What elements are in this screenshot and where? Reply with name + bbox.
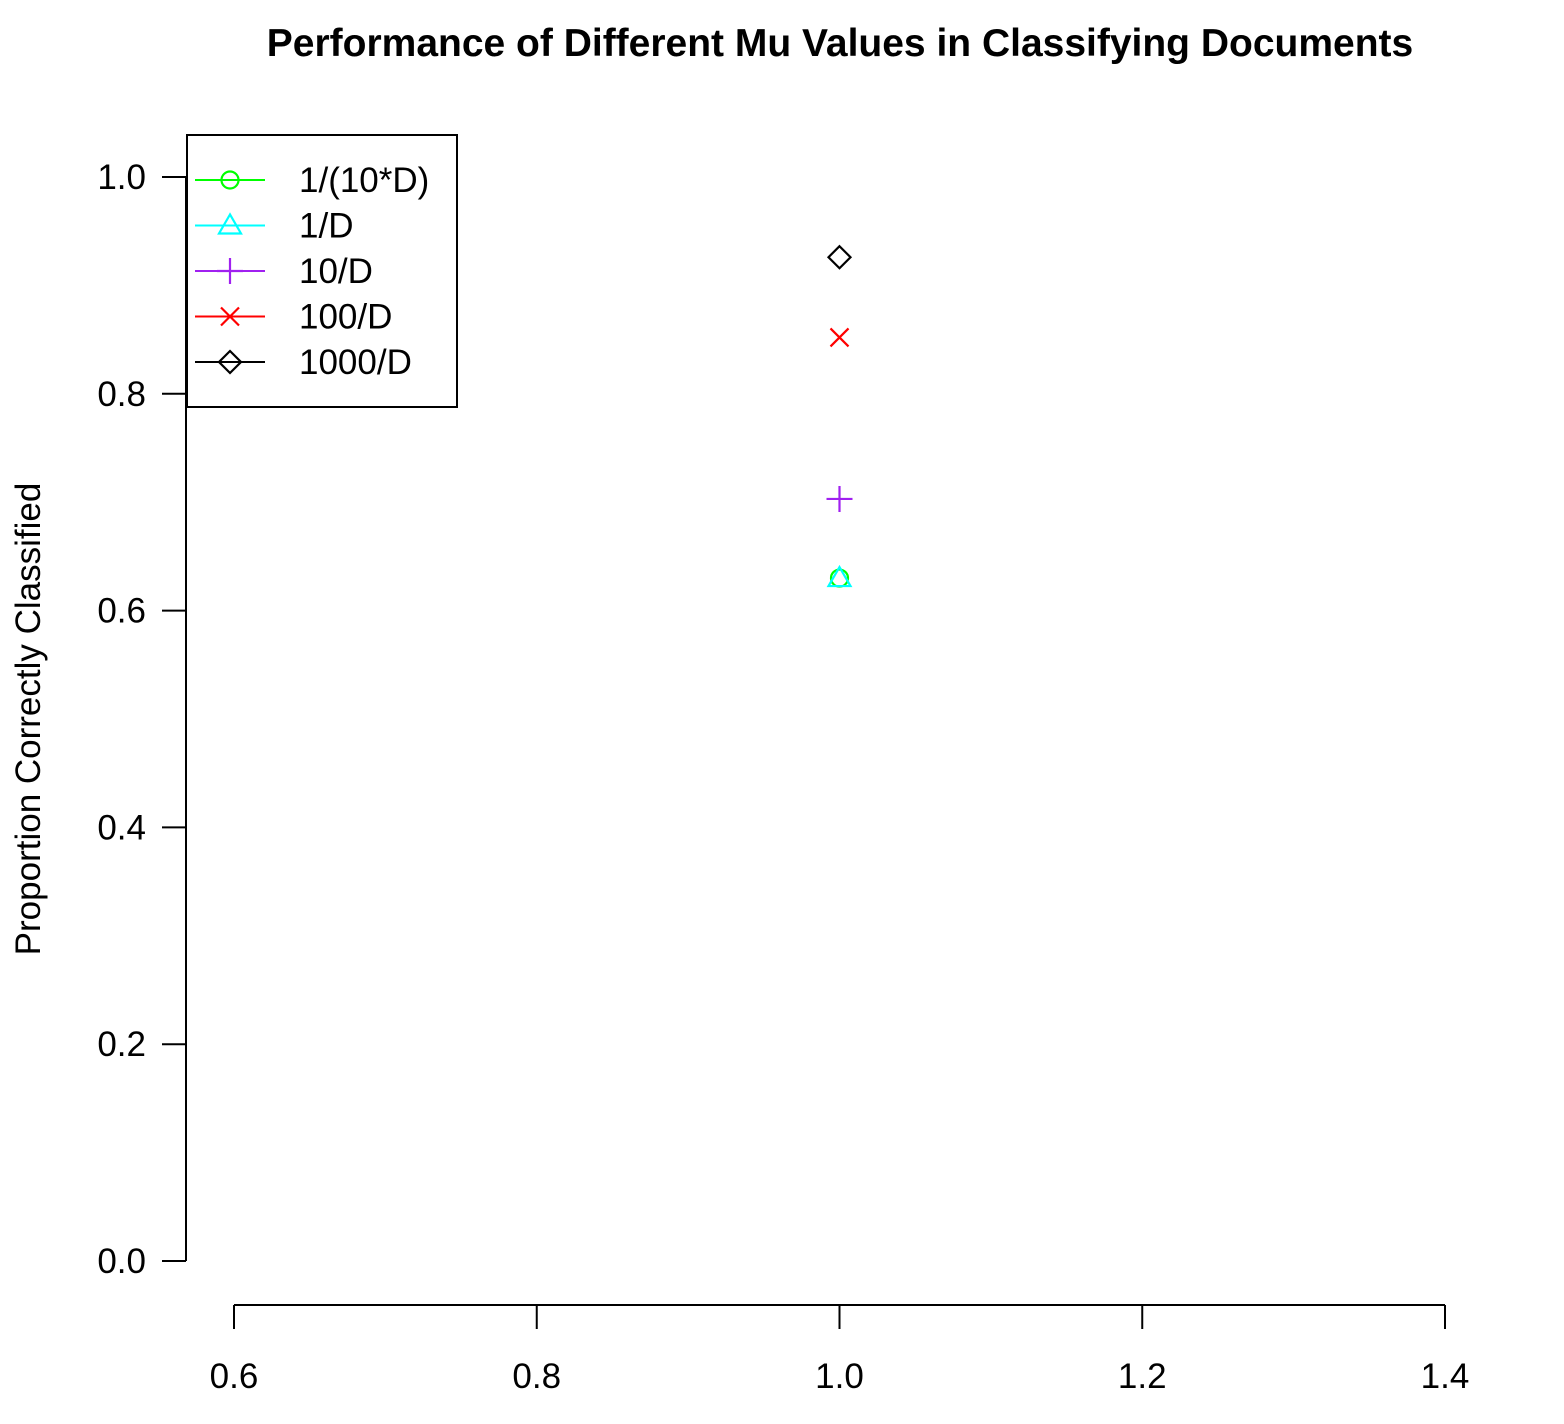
y-tick-label: 0.2 <box>97 1025 146 1064</box>
x-tick-label: 1.0 <box>815 1357 864 1396</box>
data-point-cross <box>829 327 850 348</box>
x-axis: 0.6 0.8 1.0 1.2 1.4 <box>210 1304 1470 1396</box>
x-tick-label: 1.4 <box>1421 1357 1470 1396</box>
legend: 1/(10*D) 1/D 10/D 100/D 1000/D <box>186 134 458 408</box>
y-tick-label: 0.0 <box>97 1242 146 1281</box>
y-tick-label: 0.4 <box>97 808 146 847</box>
y-tick-label: 1.0 <box>97 158 146 197</box>
y-tick-label: 0.6 <box>97 592 146 631</box>
x-tick-label: 0.8 <box>512 1357 561 1396</box>
y-axis: 0.0 0.2 0.4 0.6 0.8 1.0 <box>97 158 187 1281</box>
legend-label: 1000/D <box>299 343 412 382</box>
legend-diamond-icon <box>217 349 243 375</box>
x-tick-label: 1.2 <box>1118 1357 1167 1396</box>
legend-label: 1/(10*D) <box>299 161 429 200</box>
legend-label: 10/D <box>299 252 373 291</box>
y-tick-label: 0.8 <box>97 375 146 414</box>
y-axis-title: Proportion Correctly Classified <box>9 483 48 956</box>
data-point-plus <box>826 485 853 512</box>
chart-title: Performance of Different Mu Values in Cl… <box>267 22 1413 65</box>
data-points <box>826 244 853 588</box>
legend-plus-icon <box>217 258 243 284</box>
legend-triangle-icon <box>217 212 243 235</box>
legend-label: 1/D <box>299 207 353 246</box>
legend-cross-icon <box>220 306 240 327</box>
data-point-triangle <box>826 564 853 588</box>
legend-circle-icon <box>220 170 240 190</box>
data-point-diamond <box>826 244 853 270</box>
x-tick-label: 0.6 <box>210 1357 259 1396</box>
legend-label: 100/D <box>299 298 392 337</box>
